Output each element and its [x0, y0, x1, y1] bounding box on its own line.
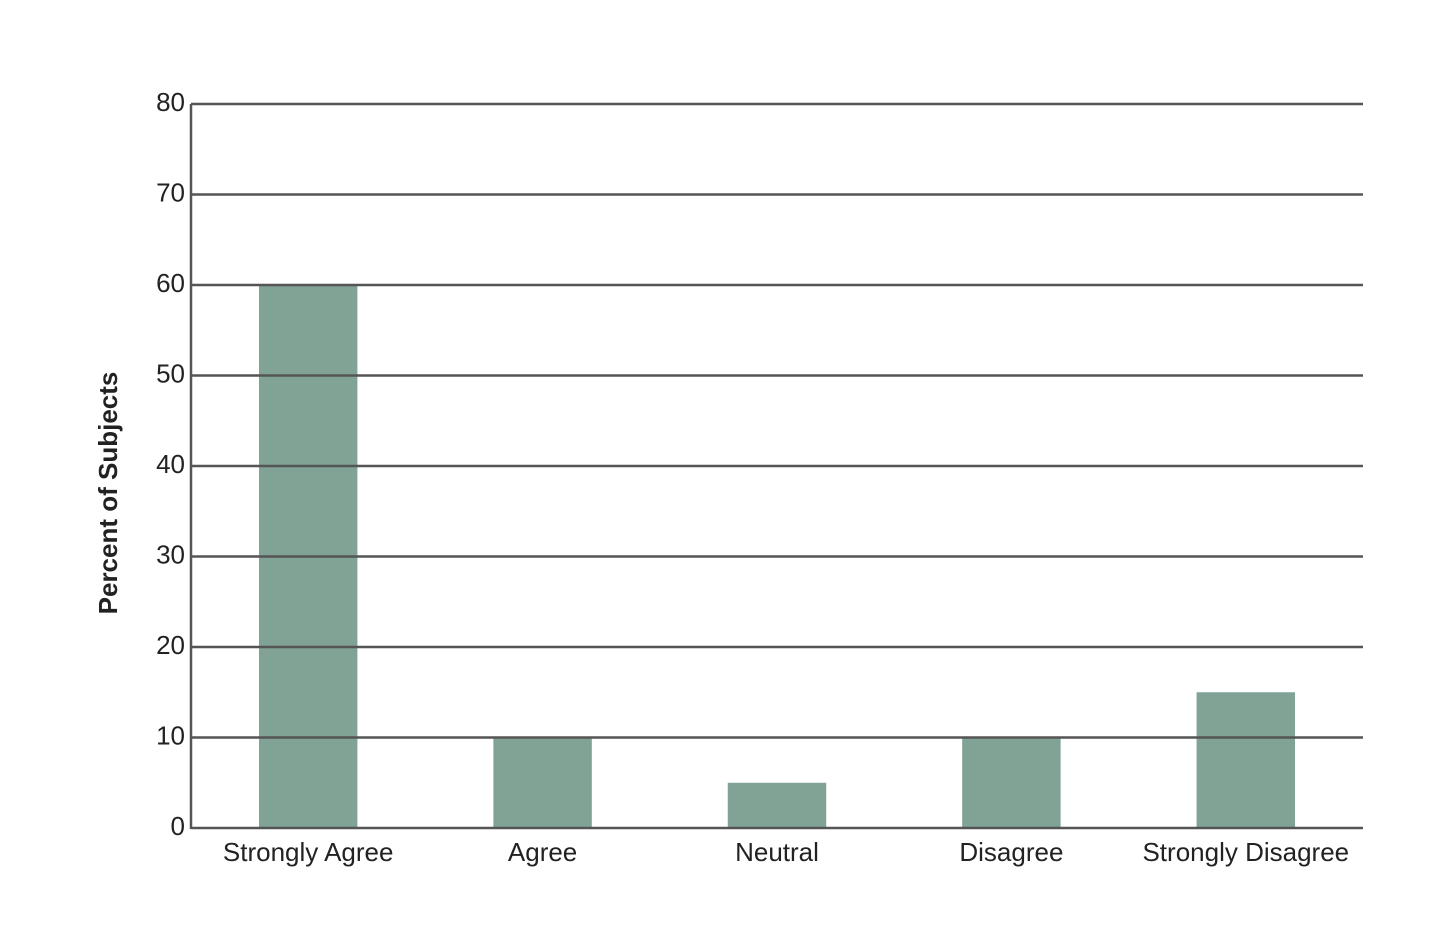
bar: [1196, 692, 1296, 828]
y-tick-label: 70: [156, 177, 185, 207]
x-tick-label: Strongly Disagree: [1142, 837, 1349, 867]
y-axis-label: Percent of Subjects: [93, 372, 123, 615]
y-tick-label: 30: [156, 539, 185, 569]
x-tick-label: Disagree: [959, 837, 1063, 867]
y-tick-label: 20: [156, 630, 185, 660]
y-tick-label: 60: [156, 268, 185, 298]
x-tick-label: Neutral: [735, 837, 819, 867]
y-tick-label: 0: [171, 811, 185, 841]
y-tick-label: 50: [156, 358, 185, 388]
x-tick-label: Agree: [508, 837, 577, 867]
y-tick-label: 80: [156, 87, 185, 117]
x-tick-label: Strongly Agree: [223, 837, 394, 867]
y-tick-label: 40: [156, 449, 185, 479]
bar: [727, 782, 827, 828]
y-tick-label: 10: [156, 720, 185, 750]
bar: [962, 737, 1061, 828]
bar: [493, 737, 592, 828]
